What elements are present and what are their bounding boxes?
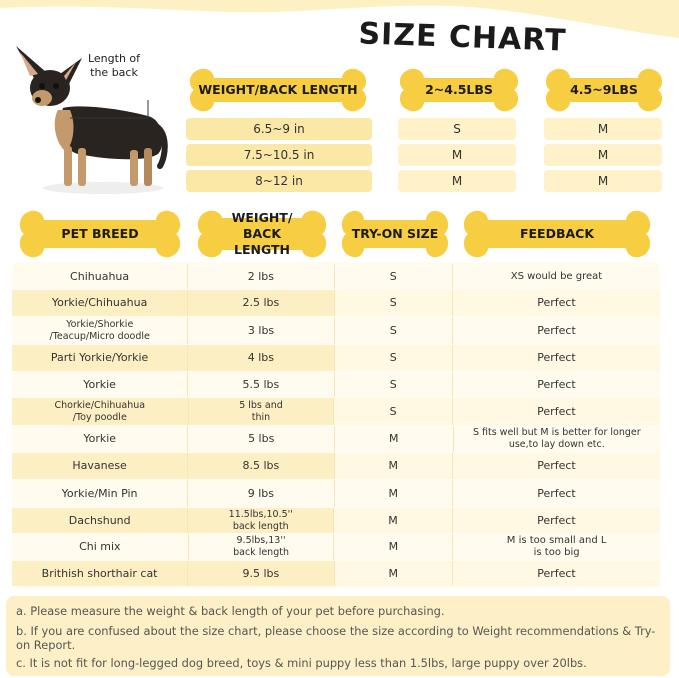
size-cell: M <box>333 480 452 507</box>
feedback-cell: Perfect <box>451 561 660 586</box>
breed-cell: Chi mix <box>79 540 121 553</box>
breed-cell: Havanese <box>12 453 188 479</box>
breed-cell: Chihuahua <box>70 269 130 283</box>
size-cell: M <box>333 453 452 479</box>
size-row-large: M <box>544 118 662 140</box>
header-try-on-size: TRY-ON SIZE <box>338 208 452 260</box>
size-row-small: S <box>398 118 516 140</box>
feedback-cell: Perfect <box>451 453 660 479</box>
feedback-cell: Perfect <box>451 508 661 533</box>
weight-cell: 4 lbs <box>187 345 334 371</box>
table-row: Yorkie/Chihuahua 2.5 lbs S Perfect <box>12 290 660 316</box>
breed-cell: Brithish shorthair cat <box>12 561 188 586</box>
weight-cell: 2 lbs <box>187 264 333 289</box>
size-row-large: M <box>544 170 662 192</box>
feedback-cell: S fits well but M is better for longer u… <box>452 426 660 452</box>
feedback-cell: Perfect <box>451 345 660 371</box>
breed-cell: Yorkie/Shorkie /Teacup/Micro doodle <box>49 318 150 342</box>
weight-cell: 9.5lbs,13'' back length <box>187 534 334 560</box>
breed-cell: Parti Yorkie/Yorkie <box>12 345 188 371</box>
feedback-cell: XS would be great <box>451 264 660 289</box>
table-row: Dachshund 11.5lbs,10.5'' back length M P… <box>12 508 661 533</box>
breed-table <box>12 262 660 588</box>
size-cell: S <box>333 264 452 289</box>
header-4.5-9lbs: 4.5~9LBS <box>540 66 668 114</box>
size-cell: M <box>333 508 452 533</box>
header-feedback: FEEDBACK <box>458 208 656 260</box>
feedback-cell: Perfect <box>451 290 660 316</box>
note-a: a. Please measure the weight & back leng… <box>16 604 445 618</box>
size-cell: S <box>333 345 452 371</box>
weight-cell: 9 lbs <box>187 480 333 507</box>
note-c: c. It is not fit for long-legged dog bre… <box>16 656 587 670</box>
header-2-4.5lbs: 2~4.5LBS <box>394 66 524 114</box>
size-cell: M <box>333 534 452 560</box>
size-row-length: 6.5~9 in <box>186 118 372 140</box>
feedback-cell: M is too small and L is too big <box>452 534 660 560</box>
feedback-cell: Perfect <box>451 480 660 507</box>
header-wave <box>0 0 679 38</box>
size-cell: S <box>333 372 452 397</box>
weight-cell: 8.5 lbs <box>187 453 334 479</box>
weight-cell: 11.5lbs,10.5'' back length <box>187 508 334 533</box>
table-row: Chorkie/Chihuahua /Toy poodle 5 lbs and … <box>12 398 660 425</box>
note-b: b. If you are confused about the size ch… <box>16 624 656 652</box>
breed-cell: Yorkie <box>83 432 117 445</box>
weight-cell: 5 lbs and thin <box>187 398 334 425</box>
header-pet-breed: PET BREED <box>14 208 186 260</box>
size-row-large: M <box>544 144 662 166</box>
table-row: Havanese 8.5 lbs M Perfect <box>12 453 660 479</box>
back-length-label: Length of the back <box>87 52 141 79</box>
table-row: Chihuahua 2 lbs S XS would be great <box>12 264 660 289</box>
table-row: Yorkie/Shorkie /Teacup/Micro doodle 3 lb… <box>12 317 660 344</box>
size-cell: M <box>333 561 452 586</box>
size-row-small: M <box>398 144 516 166</box>
size-cell: M <box>333 426 453 452</box>
table-row: Brithish shorthair cat 9.5 lbs M Perfect <box>12 561 660 586</box>
feedback-cell: Perfect <box>452 317 660 344</box>
breed-cell: Yorkie/Min Pin <box>61 486 138 500</box>
table-row: Chi mix 9.5lbs,13'' back length M M is t… <box>12 534 660 560</box>
header-weight-back-length: WEIGHT/ BACK LENGTH <box>192 208 332 260</box>
size-row-small: M <box>398 170 516 192</box>
weight-cell: 5.5 lbs <box>187 372 333 397</box>
table-row: Parti Yorkie/Yorkie 4 lbs S Perfect <box>12 345 660 371</box>
size-row-length: 7.5~10.5 in <box>186 144 372 166</box>
weight-cell: 3 lbs <box>187 317 333 344</box>
weight-cell: 5 lbs <box>187 426 334 452</box>
feedback-cell: Perfect <box>451 372 660 397</box>
size-cell: S <box>333 317 452 344</box>
weight-cell: 2.5 lbs <box>187 290 334 316</box>
table-row: Yorkie 5.5 lbs S Perfect <box>12 372 660 397</box>
size-cell: S <box>333 398 452 425</box>
weight-cell: 9.5 lbs <box>187 561 334 586</box>
size-row-length: 8~12 in <box>186 170 372 192</box>
breed-cell: Chorkie/Chihuahua /Toy poodle <box>12 398 188 425</box>
breed-cell: Dachshund <box>12 508 188 533</box>
chihuahua-illustration <box>16 46 168 194</box>
breed-cell: Yorkie/Chihuahua <box>12 290 188 316</box>
table-row: Yorkie 5 lbs M S fits well but M is bett… <box>12 426 660 452</box>
breed-cell: Yorkie <box>83 377 116 391</box>
table-row: Yorkie/Min Pin 9 lbs M Perfect <box>12 480 660 507</box>
size-cell: S <box>333 290 452 316</box>
notes-panel: a. Please measure the weight & back leng… <box>6 596 670 676</box>
feedback-cell: Perfect <box>451 398 660 425</box>
header-weight-back-length: WEIGHT/BACK LENGTH <box>184 66 372 114</box>
